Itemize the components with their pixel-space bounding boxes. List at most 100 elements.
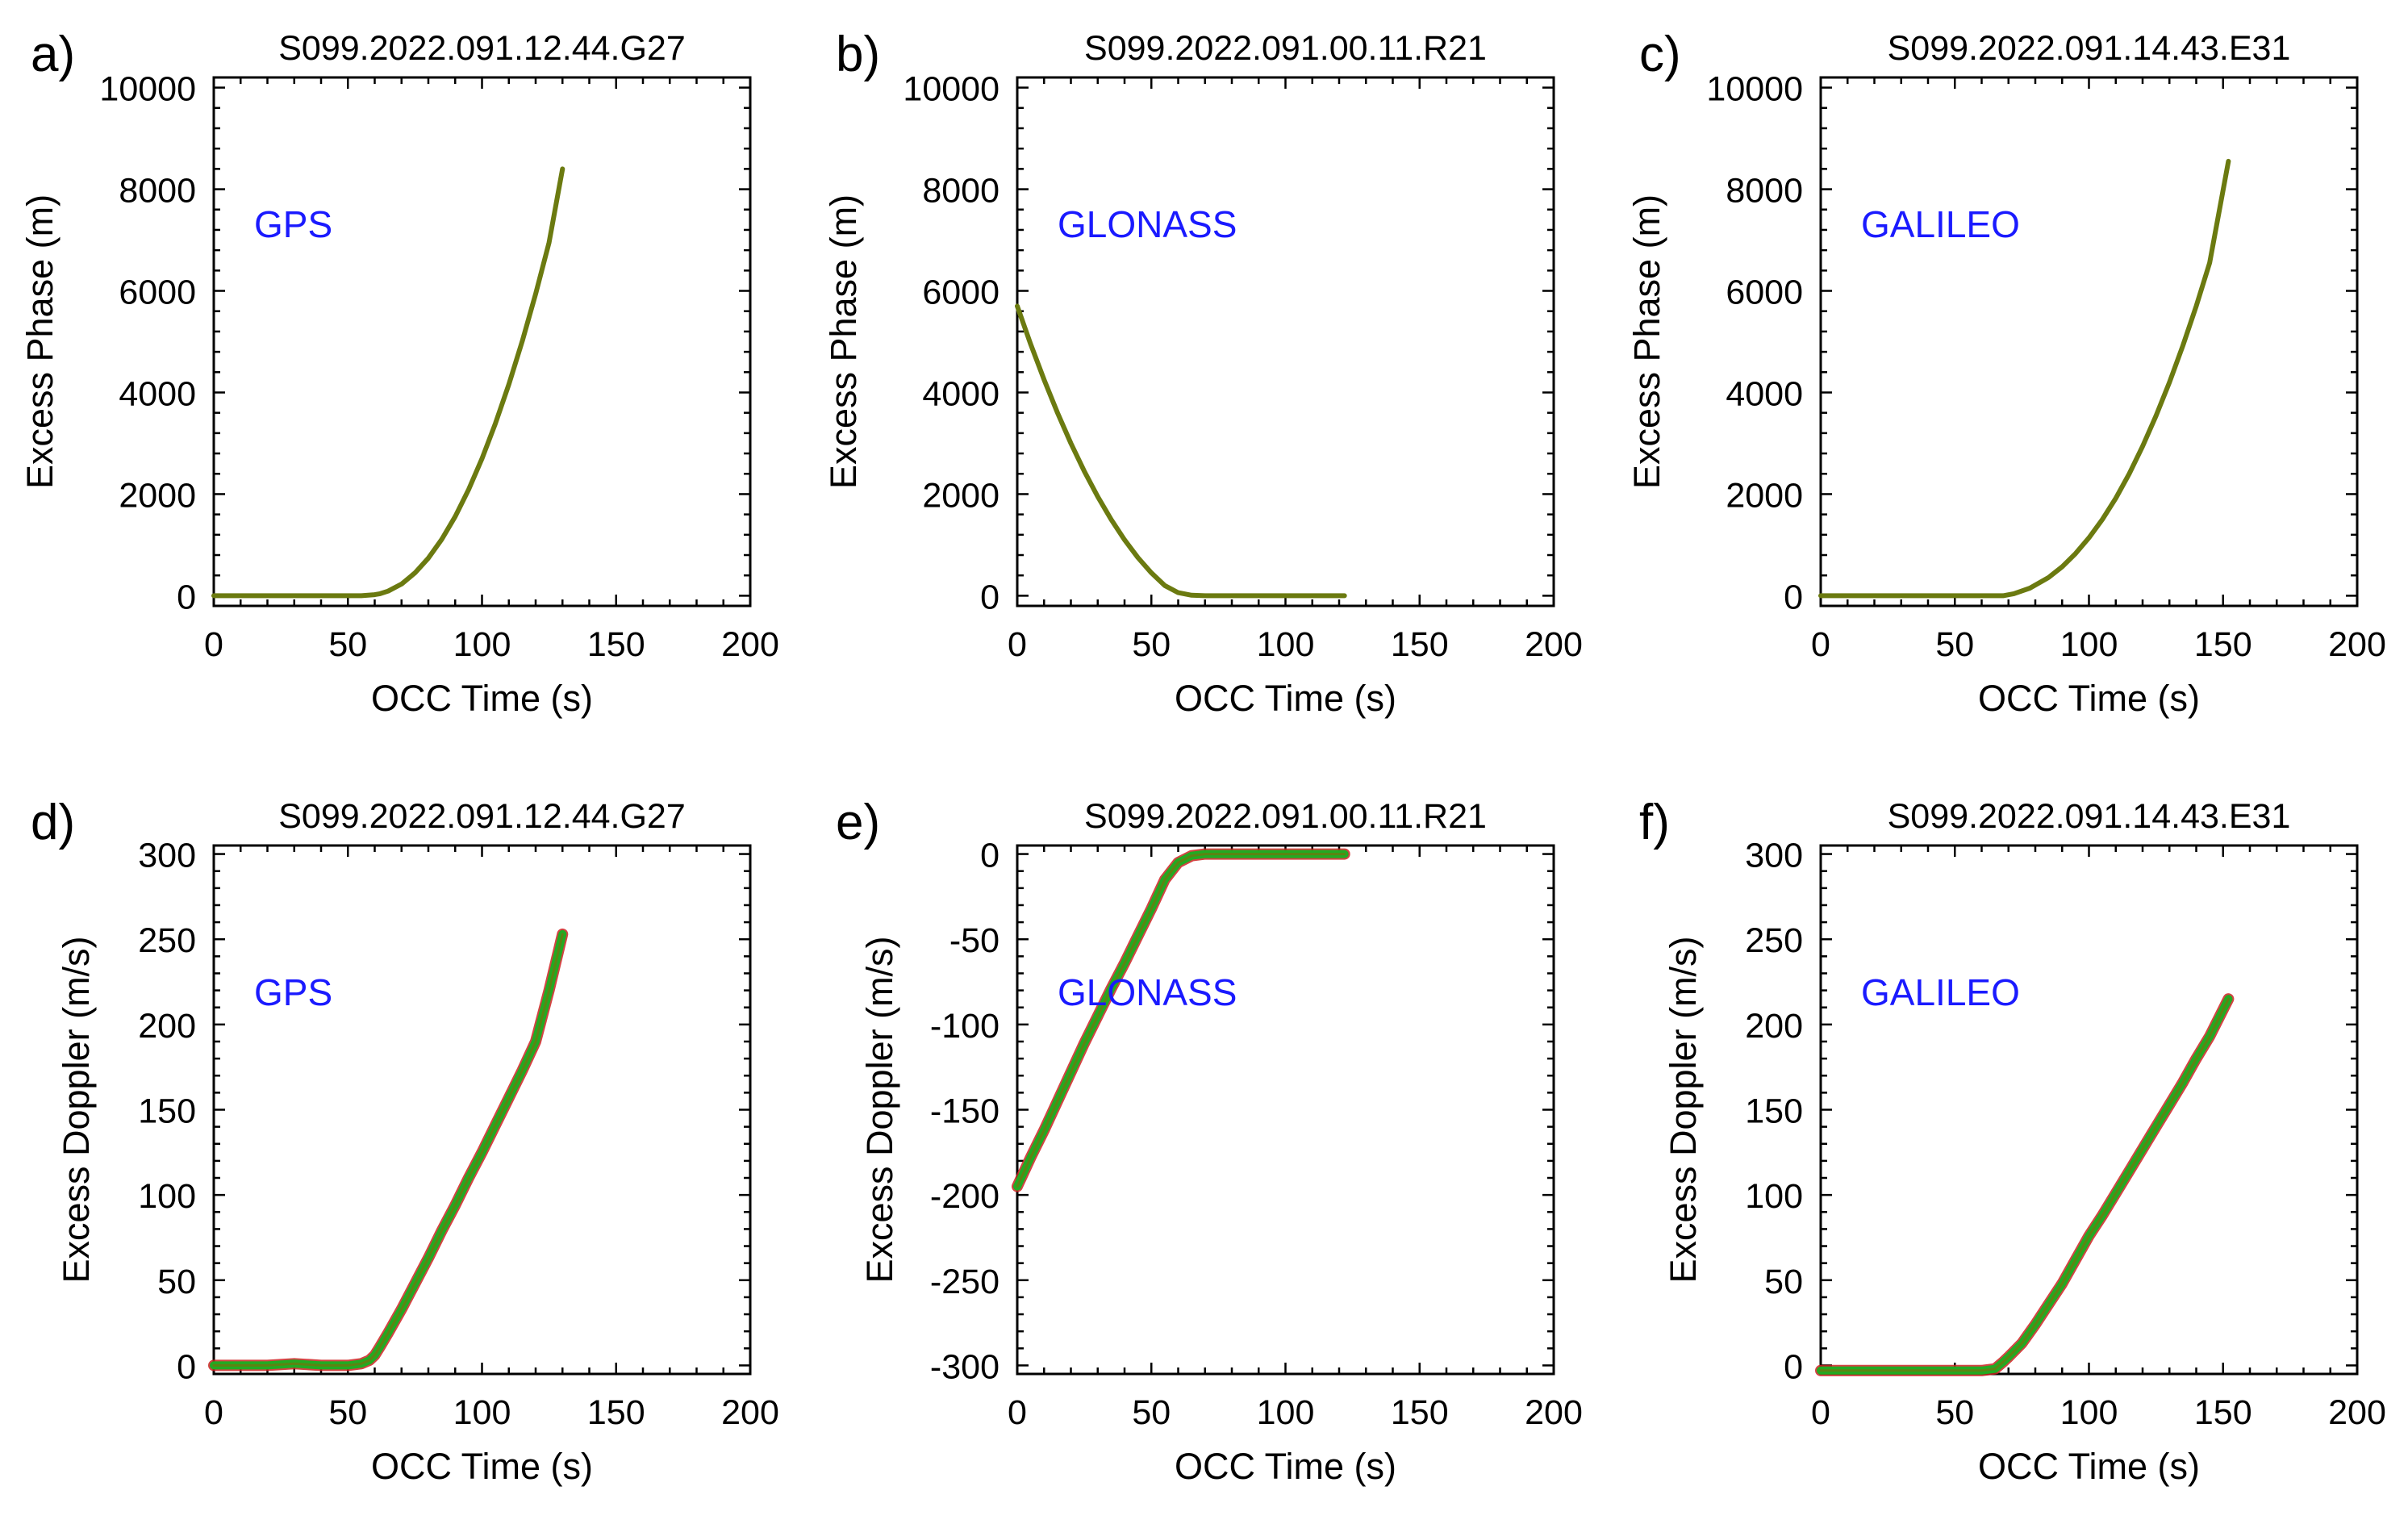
constellation-annotation: GLONASS xyxy=(1058,203,1237,245)
series-line-red xyxy=(1815,993,2235,1376)
x-tick-label: 50 xyxy=(1132,1393,1171,1432)
y-axis-label: Excess Phase (m) xyxy=(19,194,61,489)
constellation-annotation: GPS xyxy=(254,971,332,1013)
x-tick-label: 0 xyxy=(1811,1393,1830,1432)
y-tick-label: 10000 xyxy=(903,70,1000,109)
y-tick-label: 6000 xyxy=(922,273,1000,312)
y-tick-label: 0 xyxy=(1784,1347,1803,1386)
x-axis-label: OCC Time (s) xyxy=(371,678,593,719)
series-line xyxy=(1818,158,2231,599)
x-tick-label: 200 xyxy=(2328,625,2386,664)
plot-frame xyxy=(212,76,752,608)
panel-title: S099.2022.091.00.11.R21 xyxy=(1084,29,1487,68)
x-tick-label: 0 xyxy=(204,1393,223,1432)
y-tick-label: 100 xyxy=(138,1177,196,1216)
constellation-annotation: GPS xyxy=(254,203,332,245)
y-tick-label: 100 xyxy=(1745,1177,1803,1216)
x-tick-label: 50 xyxy=(1935,1393,1974,1432)
x-tick-label: 0 xyxy=(1008,625,1027,664)
y-axis-label: Excess Phase (m) xyxy=(1626,194,1667,489)
y-tick-label: 6000 xyxy=(1726,273,1803,312)
y-tick-label: 10000 xyxy=(1706,70,1803,109)
y-axis-label: Excess Doppler (m/s) xyxy=(56,936,97,1283)
y-tick-label: 50 xyxy=(157,1263,196,1301)
plot-frame xyxy=(1016,844,1555,1376)
panel-letter: f) xyxy=(1639,795,1670,850)
x-tick-label: 50 xyxy=(1132,625,1171,664)
x-tick-label: 200 xyxy=(721,625,779,664)
y-tick-label: 0 xyxy=(177,578,196,616)
x-tick-label: 50 xyxy=(328,625,367,664)
y-tick-label: 0 xyxy=(980,837,1000,875)
series-line xyxy=(212,933,564,1367)
x-tick-label: 50 xyxy=(328,1393,367,1432)
y-tick-label: 2000 xyxy=(1726,476,1803,515)
series-line xyxy=(1015,303,1347,599)
y-tick-label: 50 xyxy=(1764,1263,1803,1301)
y-tick-label: -100 xyxy=(930,1007,1000,1046)
constellation-annotation: GLONASS xyxy=(1058,971,1237,1013)
panel-title: S099.2022.091.12.44.G27 xyxy=(278,29,686,68)
x-axis-label: OCC Time (s) xyxy=(371,1446,593,1487)
panel-title: S099.2022.091.00.11.R21 xyxy=(1084,797,1487,836)
y-tick-label: 250 xyxy=(138,921,196,960)
constellation-annotation: GALILEO xyxy=(1861,971,2020,1013)
panel-f: 0 50 100 150 200 0 50 100 150 200 250 300 OCC Time (… xyxy=(1639,795,2386,1487)
y-tick-label: -200 xyxy=(930,1177,1000,1216)
y-tick-label: 4000 xyxy=(922,374,1000,413)
y-axis-label: Excess Doppler (m/s) xyxy=(1663,936,1704,1283)
y-tick-label: 300 xyxy=(138,837,196,875)
y-tick-label: -50 xyxy=(949,921,1000,960)
y-tick-label: 250 xyxy=(1745,921,1803,960)
y-tick-label: 8000 xyxy=(1726,172,1803,211)
x-tick-label: 100 xyxy=(453,1393,511,1432)
x-axis-label: OCC Time (s) xyxy=(1175,678,1396,719)
y-tick-label: 200 xyxy=(1745,1007,1803,1046)
x-tick-label: 0 xyxy=(1008,1393,1027,1432)
y-tick-label: 0 xyxy=(1784,578,1803,616)
x-tick-label: 200 xyxy=(721,1393,779,1432)
y-tick-label: 8000 xyxy=(922,172,1000,211)
y-tick-label: 150 xyxy=(138,1092,196,1131)
x-tick-label: 150 xyxy=(1391,625,1449,664)
series-line xyxy=(1016,853,1346,1188)
x-tick-label: 100 xyxy=(1257,1393,1315,1432)
y-tick-label: 2000 xyxy=(922,476,1000,515)
y-tick-label: 0 xyxy=(980,578,1000,616)
y-tick-label: 0 xyxy=(177,1347,196,1386)
x-tick-label: 150 xyxy=(2194,625,2252,664)
y-tick-label: 2000 xyxy=(119,476,196,515)
plot-frame xyxy=(212,844,752,1376)
y-tick-label: 4000 xyxy=(119,374,196,413)
x-tick-label: 0 xyxy=(204,625,223,664)
y-tick-label: 10000 xyxy=(99,70,196,109)
x-tick-label: 100 xyxy=(2060,625,2118,664)
x-tick-label: 100 xyxy=(2060,1393,2118,1432)
y-axis-label: Excess Phase (m) xyxy=(823,194,864,489)
y-axis-label: Excess Doppler (m/s) xyxy=(859,936,900,1283)
x-axis-label: OCC Time (s) xyxy=(1978,1446,2200,1487)
panel-title: S099.2022.091.14.43.E31 xyxy=(1888,29,2291,68)
x-tick-label: 150 xyxy=(2194,1393,2252,1432)
plot-frame xyxy=(1819,76,2359,608)
panel-d: 0 50 100 150 200 0 50 100 150 200 250 300 OCC Time (… xyxy=(31,795,779,1487)
y-tick-label: -150 xyxy=(930,1092,1000,1131)
series-line xyxy=(1819,997,2230,1372)
panel-letter: d) xyxy=(31,795,75,850)
x-tick-label: 200 xyxy=(1525,1393,1583,1432)
x-tick-label: 0 xyxy=(1811,625,1830,664)
x-axis-label: OCC Time (s) xyxy=(1978,678,2200,719)
x-axis-label: OCC Time (s) xyxy=(1175,1446,1396,1487)
panel-e: 0 50 100 150 200 0 -50 -100 -150 -200 -250 -300 OCC … xyxy=(836,795,1583,1487)
x-tick-label: 100 xyxy=(1257,625,1315,664)
constellation-annotation: GALILEO xyxy=(1861,203,2020,245)
x-tick-label: 150 xyxy=(587,1393,645,1432)
x-tick-label: 100 xyxy=(453,625,511,664)
x-tick-label: 200 xyxy=(2328,1393,2386,1432)
x-tick-label: 150 xyxy=(587,625,645,664)
y-tick-label: 300 xyxy=(1745,837,1803,875)
y-tick-label: 200 xyxy=(138,1007,196,1046)
